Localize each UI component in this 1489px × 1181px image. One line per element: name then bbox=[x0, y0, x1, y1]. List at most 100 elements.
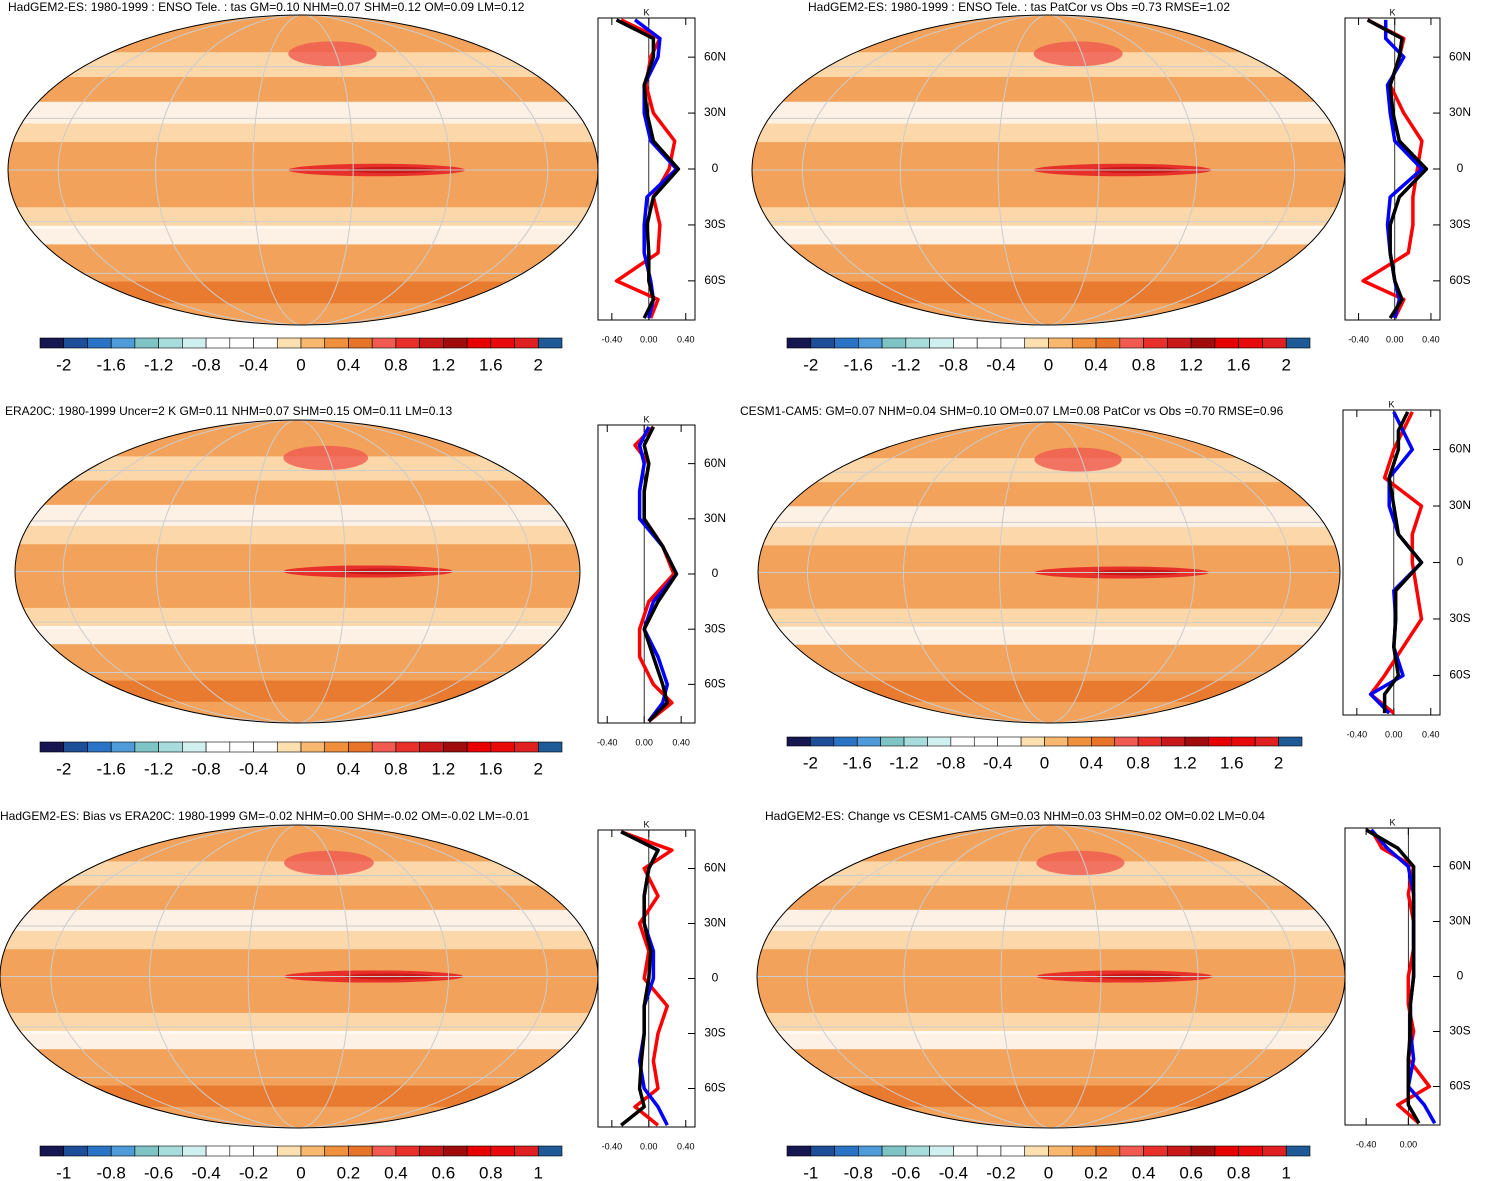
map-field bbox=[757, 909, 1345, 932]
colorbar-swatch bbox=[276, 337, 302, 349]
map-field bbox=[288, 41, 377, 67]
map-field bbox=[8, 123, 598, 143]
colorbar-swatch bbox=[348, 741, 373, 753]
map-field bbox=[757, 931, 1345, 950]
colorbar-swatch bbox=[973, 736, 998, 747]
colorbar-swatch bbox=[419, 741, 444, 753]
colorbar-swatch bbox=[39, 1145, 65, 1157]
colorbar-swatch bbox=[395, 337, 420, 349]
colorbar-swatch bbox=[1208, 736, 1233, 747]
colorbar-swatch bbox=[953, 337, 978, 349]
profile-x-label: K bbox=[1388, 399, 1394, 409]
graticule bbox=[903, 422, 1195, 723]
x-tick-label: 0.40 bbox=[1422, 334, 1440, 344]
colorbar-label: 0 bbox=[296, 355, 305, 374]
colorbar-swatch bbox=[110, 741, 136, 753]
profile-line bbox=[620, 830, 674, 1127]
colorbar-label: -0.8 bbox=[191, 759, 220, 778]
map-field bbox=[0, 1085, 598, 1107]
colorbar-swatch bbox=[905, 1145, 930, 1157]
colorbar-swatch bbox=[1285, 337, 1311, 349]
colorbar-swatch bbox=[514, 337, 539, 349]
profile-x-label: K bbox=[643, 819, 649, 829]
colorbar-swatch bbox=[443, 741, 468, 753]
panel-title: HadGEM2-ES: 1980-1999 : ENSO Tele. : tas… bbox=[808, 0, 1230, 14]
colorbar-label: 0 bbox=[296, 759, 305, 778]
profile-line bbox=[642, 426, 679, 723]
colorbar-swatch bbox=[537, 741, 563, 753]
colorbar-label: -1.6 bbox=[97, 759, 126, 778]
y-tick-label: 0 bbox=[1457, 969, 1464, 983]
map-field bbox=[8, 207, 598, 229]
colorbar-label: 0.4 bbox=[337, 355, 361, 374]
colorbar-swatch bbox=[158, 741, 183, 753]
map bbox=[757, 825, 1345, 1128]
colorbar-swatch bbox=[419, 1145, 444, 1157]
colorbar-label: -1.2 bbox=[144, 759, 173, 778]
graticule bbox=[155, 15, 451, 325]
y-tick-label: 0 bbox=[1457, 555, 1464, 569]
colorbar-swatch bbox=[1167, 1145, 1192, 1157]
graticule bbox=[149, 825, 449, 1128]
colorbar-label: 0 bbox=[1040, 753, 1049, 772]
y-tick-label: 30N bbox=[704, 916, 726, 930]
panel-title: HadGEM2-ES: Bias vs ERA20C: 1980-1999 GM… bbox=[0, 809, 530, 823]
colorbar-swatch bbox=[858, 337, 883, 349]
colorbar-swatch bbox=[276, 741, 302, 753]
y-tick-label: 30N bbox=[1449, 498, 1471, 512]
x-tick-label: 0.40 bbox=[677, 1141, 695, 1151]
profile-x-label: K bbox=[1389, 817, 1395, 827]
x-tick-label: -0.40 bbox=[1348, 334, 1369, 344]
colorbar-label: -0.6 bbox=[891, 1163, 920, 1181]
colorbar-swatch bbox=[786, 1145, 812, 1157]
colorbar-swatch bbox=[1071, 337, 1097, 349]
graticule bbox=[1000, 825, 1102, 1128]
y-tick-label: 0 bbox=[712, 161, 719, 175]
profile-line bbox=[620, 830, 660, 1127]
map-outline bbox=[14, 419, 581, 724]
map-field bbox=[0, 1031, 598, 1050]
colorbar-swatch bbox=[182, 1145, 207, 1157]
colorbar-swatch bbox=[929, 1145, 954, 1157]
map-field bbox=[758, 626, 1340, 645]
colorbar-label: -2 bbox=[803, 355, 818, 374]
colorbar-swatch bbox=[490, 337, 515, 349]
colorbar-swatch bbox=[443, 337, 468, 349]
colorbar-swatch bbox=[1262, 337, 1287, 349]
map-field bbox=[15, 680, 580, 702]
graticule bbox=[903, 825, 1199, 1128]
colorbar-swatch bbox=[880, 736, 905, 747]
colorbar-swatch bbox=[1190, 337, 1216, 349]
map-field bbox=[1034, 447, 1122, 472]
colorbar-swatch bbox=[786, 337, 812, 349]
map-field bbox=[15, 626, 580, 645]
graticule bbox=[248, 420, 347, 723]
map-field bbox=[758, 527, 1340, 546]
y-tick-label: 0 bbox=[712, 971, 719, 985]
map-field bbox=[284, 850, 374, 875]
colorbar-label: 0.8 bbox=[384, 355, 408, 374]
colorbar-swatch bbox=[63, 1145, 88, 1157]
map-field bbox=[1036, 850, 1125, 875]
y-tick-label: 30N bbox=[704, 511, 726, 525]
x-tick-label: -0.40 bbox=[602, 334, 623, 344]
colorbar-label: 2 bbox=[1274, 753, 1283, 772]
map bbox=[15, 420, 580, 723]
colorbar-swatch bbox=[1095, 337, 1121, 349]
colorbar-label: 2 bbox=[534, 759, 543, 778]
colorbar-swatch bbox=[1020, 736, 1045, 747]
colorbar-swatch bbox=[1095, 1145, 1121, 1157]
colorbar-label: 0.2 bbox=[1084, 1163, 1108, 1181]
graticule bbox=[62, 420, 533, 723]
colorbar-swatch bbox=[348, 337, 373, 349]
colorbar-label: -0.8 bbox=[936, 753, 965, 772]
graticule bbox=[806, 422, 1292, 723]
colorbar-swatch bbox=[1119, 337, 1144, 349]
colorbar-label: 1.6 bbox=[479, 355, 503, 374]
map-field bbox=[752, 281, 1345, 304]
colorbar-label: -0.4 bbox=[239, 759, 268, 778]
colorbar-swatch bbox=[490, 1145, 515, 1157]
map-outline bbox=[757, 421, 1341, 724]
colorbar-label: -0.4 bbox=[939, 1163, 968, 1181]
map-field bbox=[15, 607, 580, 630]
